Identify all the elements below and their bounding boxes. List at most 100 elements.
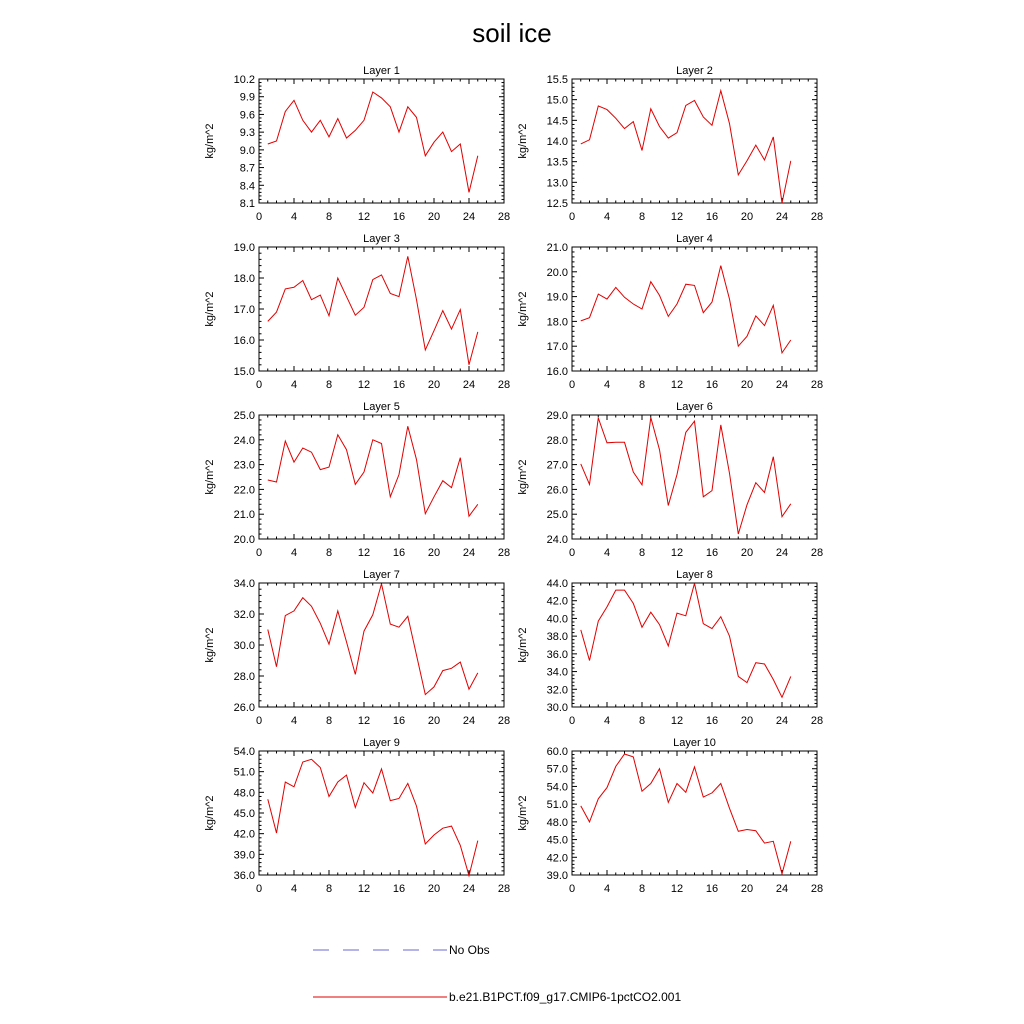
- x-tick-label: 4: [604, 211, 610, 223]
- legend-label-1: No Obs: [449, 943, 490, 957]
- x-tick-label: 24: [463, 211, 475, 223]
- panel-7: Layer 7 0 4 8 12 16 20 24 28 26.0 28.0 30.0 32.0 34.0…: [204, 569, 510, 727]
- y-tick-label: 13.5: [547, 157, 568, 169]
- y-tick-label: 10.2: [234, 74, 255, 86]
- y-tick-label: 12.5: [547, 198, 568, 210]
- x-tick-label: 16: [706, 547, 718, 559]
- y-tick-label: 15.0: [234, 366, 255, 378]
- y-tick-label: 39.0: [234, 849, 255, 861]
- x-tick-label: 0: [256, 547, 262, 559]
- x-tick-label: 8: [326, 547, 332, 559]
- x-tick-label: 20: [741, 379, 753, 391]
- x-tick-label: 16: [393, 547, 405, 559]
- x-tick-label: 4: [604, 547, 610, 559]
- x-tick-label: 28: [811, 211, 823, 223]
- x-tick-label: 0: [569, 715, 575, 727]
- series-line-1: [580, 753, 792, 876]
- x-tick-label: 4: [604, 715, 610, 727]
- y-tick-label: 42.0: [547, 852, 568, 864]
- plot-frame: [571, 78, 818, 204]
- y-tick-label: 9.6: [240, 109, 255, 121]
- x-tick-label: 20: [428, 715, 440, 727]
- y-axis-label: kg/m^2: [204, 459, 216, 494]
- y-tick-label: 26.0: [234, 702, 255, 714]
- y-axis-label: kg/m^2: [517, 291, 529, 326]
- x-tick-label: 8: [639, 883, 645, 895]
- y-tick-label: 34.0: [547, 667, 568, 679]
- x-tick-label: 20: [428, 379, 440, 391]
- y-tick-label: 20.0: [234, 534, 255, 546]
- series-line-1: [580, 88, 792, 204]
- x-tick-label: 12: [358, 547, 370, 559]
- y-tick-label: 32.0: [547, 684, 568, 696]
- x-tick-label: 8: [326, 715, 332, 727]
- y-tick-label: 9.9: [240, 92, 255, 104]
- x-tick-label: 28: [498, 547, 510, 559]
- x-tick-label: 4: [604, 883, 610, 895]
- x-tick-label: 24: [776, 211, 788, 223]
- y-tick-label: 24.0: [234, 435, 255, 447]
- panel-title: Layer 1: [363, 65, 400, 77]
- x-tick-label: 12: [671, 379, 683, 391]
- x-tick-label: 16: [393, 379, 405, 391]
- panel-title: Layer 2: [676, 65, 713, 77]
- y-tick-label: 30.0: [234, 640, 255, 652]
- y-tick-label: 19.0: [234, 242, 255, 254]
- panel-title: Layer 4: [676, 233, 713, 245]
- x-tick-label: 28: [811, 547, 823, 559]
- y-tick-label: 19.0: [547, 292, 568, 304]
- panel-6: Layer 6 0 4 8 12 16 20 24 28 24.0 25.0 26.0 27.0 28.0…: [517, 401, 823, 559]
- x-tick-label: 12: [358, 211, 370, 223]
- x-tick-label: 4: [291, 547, 297, 559]
- y-axis-label: kg/m^2: [517, 123, 529, 158]
- y-axis-label: kg/m^2: [204, 291, 216, 326]
- y-axis-label: kg/m^2: [204, 627, 216, 662]
- x-tick-label: 16: [706, 883, 718, 895]
- y-tick-label: 25.0: [547, 509, 568, 521]
- y-tick-label: 15.5: [547, 74, 568, 86]
- panel-title: Layer 10: [673, 737, 716, 749]
- y-tick-label: 28.0: [234, 671, 255, 683]
- panel-5: Layer 5 0 4 8 12 16 20 24 28 20.0 21.0 22.0 23.0 24.0…: [204, 401, 510, 559]
- x-tick-label: 16: [393, 211, 405, 223]
- y-tick-label: 36.0: [234, 870, 255, 882]
- panel-10: Layer 10 0 4 8 12 16 20 24 28 39.0 42.0 45.0 48.0 51.…: [517, 737, 823, 895]
- x-tick-label: 0: [569, 547, 575, 559]
- panel-9: Layer 9 0 4 8 12 16 20 24 28 36.0 39.0 42.0 45.0 48.0…: [204, 737, 510, 895]
- y-tick-label: 36.0: [547, 649, 568, 661]
- x-tick-label: 16: [393, 715, 405, 727]
- panel-4: Layer 4 0 4 8 12 16 20 24 28 16.0 17.0 18.0 19.0 20.0…: [517, 233, 823, 391]
- x-tick-label: 12: [358, 715, 370, 727]
- x-tick-label: 20: [428, 211, 440, 223]
- y-tick-label: 54.0: [547, 781, 568, 793]
- y-tick-label: 18.0: [234, 273, 255, 285]
- x-tick-label: 24: [463, 379, 475, 391]
- panel-title: Layer 8: [676, 569, 713, 581]
- plot-frame: [571, 246, 818, 372]
- x-tick-label: 24: [463, 883, 475, 895]
- x-tick-label: 24: [776, 883, 788, 895]
- x-tick-label: 20: [428, 547, 440, 559]
- x-tick-label: 16: [706, 211, 718, 223]
- y-tick-label: 14.0: [547, 136, 568, 148]
- y-tick-label: 28.0: [547, 435, 568, 447]
- y-tick-label: 51.0: [547, 799, 568, 811]
- x-tick-label: 24: [463, 715, 475, 727]
- x-tick-label: 12: [671, 211, 683, 223]
- y-tick-label: 42.0: [547, 596, 568, 608]
- y-tick-label: 23.0: [234, 460, 255, 472]
- panel-title: Layer 3: [363, 233, 400, 245]
- plot-frame: [571, 414, 818, 540]
- y-tick-label: 27.0: [547, 460, 568, 472]
- x-tick-label: 28: [498, 883, 510, 895]
- y-tick-label: 30.0: [547, 702, 568, 714]
- panel-title: Layer 5: [363, 401, 400, 413]
- x-tick-label: 12: [671, 715, 683, 727]
- y-tick-label: 45.0: [234, 808, 255, 820]
- x-tick-label: 24: [776, 715, 788, 727]
- y-axis-label: kg/m^2: [204, 123, 216, 158]
- x-tick-label: 28: [498, 715, 510, 727]
- y-tick-label: 48.0: [234, 787, 255, 799]
- panel-title: Layer 6: [676, 401, 713, 413]
